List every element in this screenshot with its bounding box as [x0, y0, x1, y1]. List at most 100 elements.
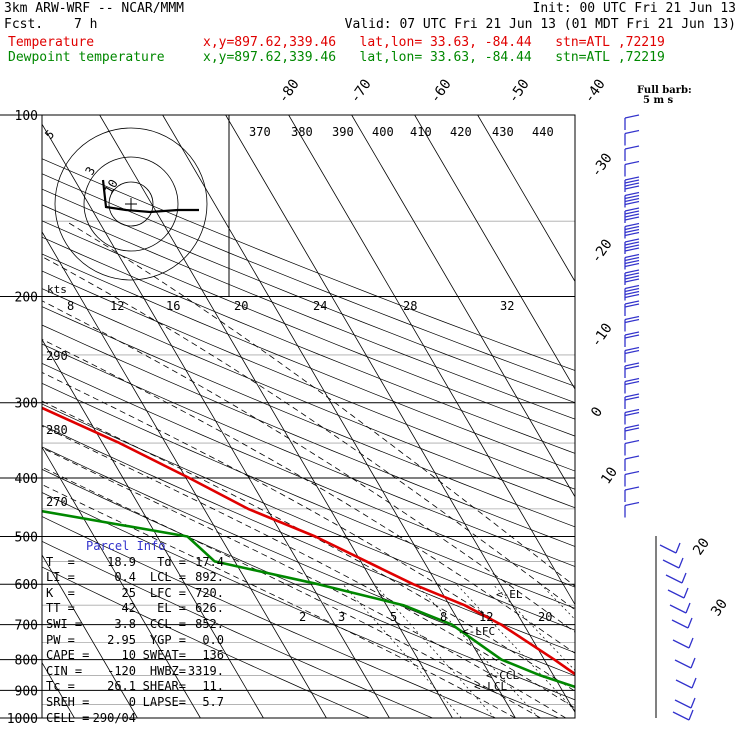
wind-barb-flag	[624, 424, 640, 429]
wind-barb	[674, 699, 692, 709]
parcel-value: 852.	[195, 616, 224, 631]
isotherm-label-top: -70	[347, 76, 375, 106]
isotherm-label-right: 0	[588, 404, 606, 420]
wind-barb	[665, 574, 683, 584]
isotherm	[477, 115, 575, 283]
theta-label: 390	[332, 125, 354, 139]
wind-barb-flag	[624, 284, 640, 290]
dry-adiabat	[42, 306, 575, 528]
mixing-ratio-line	[540, 583, 575, 620]
dry-adiabat	[42, 173, 575, 387]
wind-barb-flag	[624, 207, 640, 212]
parcel-row: LI = 0.4 LCL = 892.	[46, 570, 224, 586]
parcel-row: SWI = 3.8 CCL = 852.	[46, 617, 224, 633]
theta-label: 370	[249, 125, 271, 139]
parcel-value: 25	[121, 585, 136, 600]
parcel-level-marker: <-EL	[496, 588, 523, 601]
dry-adiabat	[42, 363, 575, 588]
hodograph-ring	[83, 156, 179, 252]
pressure-label: 300	[15, 397, 38, 412]
parcel-value: 26.1	[107, 679, 136, 694]
parcel-row: CELL = 290/04	[46, 711, 224, 727]
wind-barb-flag	[624, 160, 640, 166]
moist-adiabat	[42, 300, 575, 633]
wind-barb-flag	[678, 557, 684, 569]
moist-adiabat	[42, 484, 516, 718]
mixing-ratio-label-lower: 8	[440, 610, 447, 624]
isotherm	[351, 115, 575, 498]
mixing-ratio-label: 8	[67, 299, 74, 313]
wind-barb-flag	[624, 293, 640, 299]
plot-frame	[41, 114, 576, 719]
theta-label: 440	[532, 125, 554, 139]
valid-time: Valid: 07 UTC Fri 21 Jun 13 (01 MDT Fri …	[344, 17, 736, 32]
parcel-label: T =	[46, 554, 75, 569]
moist-adiabat	[65, 220, 575, 587]
parcel-label: CIN =	[46, 663, 83, 678]
wind-barb	[674, 659, 692, 669]
wind-barb-flag	[624, 182, 640, 187]
isotherm	[414, 115, 575, 390]
parcel-label: SHEAR=	[142, 679, 186, 694]
wind-barb-flag	[624, 411, 640, 417]
isotherm	[288, 115, 575, 606]
wind-barb-flag	[624, 200, 640, 206]
pressure-label: 900	[15, 684, 38, 699]
mixing-ratio-label: 12	[110, 299, 124, 313]
parcel-value: 10	[121, 648, 136, 663]
wind-barb-flag	[624, 365, 640, 370]
pressure-label: 400	[15, 472, 38, 487]
parcel-label: SREH =	[46, 694, 90, 709]
wind-barb	[662, 559, 680, 569]
wind-barb-flag	[624, 256, 640, 262]
wind-barb-flag	[624, 197, 640, 203]
wind-barb-flag	[624, 334, 640, 339]
isotherm	[99, 115, 453, 718]
parcel-value: 290/04	[92, 710, 136, 725]
wind-barb-flag	[624, 225, 640, 231]
wind-barb-flag	[624, 380, 640, 386]
mixing-ratio-label: 16	[166, 299, 180, 313]
wind-barb-flag	[624, 396, 640, 401]
dry-adiabat	[42, 516, 496, 718]
mixing-ratio-label: 20	[234, 299, 248, 313]
isotherm-label-right: -10	[588, 320, 616, 350]
dry-adiabat	[42, 324, 575, 547]
dry-adiabat	[42, 343, 575, 567]
parcel-info-title: Parcel Info	[86, 539, 166, 553]
parcel-value: 0.4	[114, 570, 136, 585]
parcel-label: SWEAT=	[142, 648, 186, 663]
pressure-label: 800	[15, 654, 38, 669]
parcel-value: 5.7	[202, 694, 224, 709]
parcel-label: Td =	[157, 554, 186, 569]
mixing-ratio-line	[456, 583, 575, 712]
parcel-value: -120	[107, 663, 136, 678]
isotherm-label-right: -20	[588, 236, 616, 266]
wind-barb-flag	[624, 129, 640, 135]
parcel-label: EL =	[157, 601, 186, 616]
wind-barb-flag	[624, 114, 640, 119]
hodograph-trace	[101, 179, 199, 214]
wind-barb-flag	[624, 290, 640, 296]
wind-barb-flag	[624, 318, 640, 324]
pressure-label: 700	[15, 619, 38, 634]
wind-barb-flag	[624, 486, 640, 491]
legend-dewpoint: Dewpoint temperature	[8, 50, 165, 65]
isotherm	[42, 338, 264, 718]
parcel-row: CIN = -120 HWBZ= 3319.	[46, 664, 224, 680]
dry-adiabat	[42, 270, 575, 490]
pressure-label: 500	[15, 530, 38, 545]
wind-barb-flag	[624, 303, 640, 308]
full-barb-unit: 5 m s	[643, 95, 674, 106]
parcel-label: PW =	[46, 632, 75, 647]
dry-adiabat	[42, 220, 575, 437]
wind-barb-flag	[624, 287, 640, 293]
wind-barb-flag	[624, 269, 640, 274]
wind-barb-flag	[624, 427, 640, 432]
parcel-value: 720.	[195, 585, 224, 600]
parcel-label: K =	[46, 585, 75, 600]
wind-barb-flag	[675, 542, 681, 554]
wind-barb-flag	[688, 709, 694, 721]
parcel-value: 892.	[195, 570, 224, 585]
